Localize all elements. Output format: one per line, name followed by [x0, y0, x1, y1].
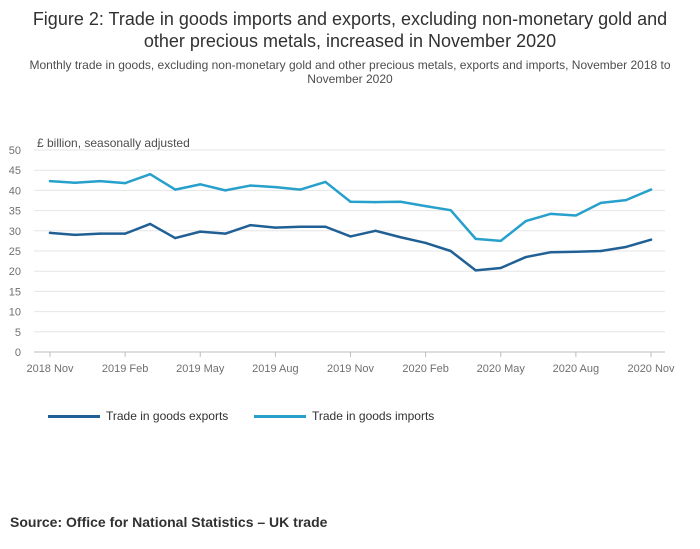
- data-point[interactable]: [249, 184, 252, 187]
- legend-swatch-exports: [48, 415, 100, 418]
- data-point[interactable]: [148, 222, 152, 226]
- data-point[interactable]: [424, 241, 427, 245]
- data-point[interactable]: [199, 183, 202, 186]
- y-tick-label: 15: [9, 286, 21, 298]
- y-tick-label: 20: [9, 266, 21, 278]
- data-point[interactable]: [624, 198, 628, 202]
- y-axis-label: £ billion, seasonally adjusted: [37, 136, 190, 150]
- data-point[interactable]: [424, 204, 427, 208]
- data-point[interactable]: [249, 223, 252, 227]
- y-tick-label: 30: [9, 226, 21, 238]
- y-tick-label: 5: [15, 327, 21, 339]
- legend-label-exports: Trade in goods exports: [106, 409, 229, 423]
- data-point[interactable]: [599, 201, 603, 205]
- data-point[interactable]: [474, 237, 477, 241]
- data-point[interactable]: [299, 225, 302, 228]
- x-tick-label: 2019 Aug: [252, 363, 299, 375]
- chart-title: Figure 2: Trade in goods imports and exp…: [32, 9, 668, 51]
- data-point[interactable]: [148, 173, 152, 176]
- y-tick-label: 0: [15, 347, 21, 359]
- data-point[interactable]: [499, 266, 502, 270]
- x-tick-label: 2018 Nov: [26, 363, 74, 375]
- data-point[interactable]: [374, 229, 377, 232]
- y-tick-label: 35: [9, 206, 21, 218]
- data-point[interactable]: [624, 245, 628, 249]
- chart-subtitle: Monthly trade in goods, excluding non-mo…: [29, 58, 671, 86]
- x-tick-label: 2019 May: [176, 363, 225, 375]
- data-point[interactable]: [174, 188, 177, 191]
- x-axis-ticks: 2018 Nov 2019 Feb 2019 May 2019 Aug 2019 Nov…: [26, 352, 675, 375]
- series-lines: [48, 172, 653, 272]
- y-tick-label: 25: [9, 246, 21, 258]
- data-point[interactable]: [574, 250, 578, 254]
- y-tick-label: 10: [9, 307, 21, 319]
- data-point[interactable]: [324, 225, 327, 228]
- data-point[interactable]: [324, 180, 327, 184]
- data-point[interactable]: [274, 226, 277, 229]
- data-point[interactable]: [524, 219, 527, 223]
- data-point[interactable]: [123, 181, 127, 185]
- data-point[interactable]: [449, 249, 452, 253]
- data-point[interactable]: [73, 233, 77, 237]
- data-point[interactable]: [549, 251, 553, 254]
- data-point[interactable]: [274, 185, 277, 189]
- x-tick-label: 2020 Feb: [402, 363, 448, 375]
- data-point[interactable]: [224, 189, 227, 192]
- data-point[interactable]: [73, 181, 77, 184]
- data-point[interactable]: [349, 200, 352, 203]
- y-tick-label: 45: [9, 165, 21, 177]
- data-point[interactable]: [399, 236, 402, 239]
- data-point[interactable]: [649, 188, 653, 191]
- data-point[interactable]: [574, 214, 578, 217]
- data-point[interactable]: [224, 232, 227, 235]
- data-point[interactable]: [599, 249, 603, 253]
- x-tick-label: 2020 Aug: [553, 363, 600, 375]
- source-note: Source: Office for National Statistics –…: [10, 514, 328, 530]
- data-point[interactable]: [524, 255, 527, 259]
- x-tick-label: 2020 Nov: [627, 363, 675, 375]
- data-point[interactable]: [48, 179, 52, 183]
- data-point[interactable]: [399, 200, 402, 203]
- data-point[interactable]: [98, 179, 102, 183]
- x-tick-label: 2020 May: [477, 363, 526, 375]
- data-point[interactable]: [549, 212, 553, 216]
- legend-label-imports: Trade in goods imports: [312, 409, 435, 423]
- x-tick-label: 2019 Nov: [327, 363, 375, 375]
- data-point[interactable]: [199, 230, 202, 233]
- data-point[interactable]: [349, 235, 352, 238]
- data-point[interactable]: [98, 232, 102, 235]
- data-point[interactable]: [474, 269, 477, 272]
- x-tick-label: 2019 Feb: [102, 363, 148, 375]
- legend-swatch-imports: [254, 415, 306, 418]
- data-point[interactable]: [48, 231, 52, 235]
- data-point[interactable]: [174, 236, 177, 240]
- data-point[interactable]: [123, 232, 127, 235]
- y-tick-label: 40: [9, 185, 21, 197]
- data-point[interactable]: [449, 208, 452, 212]
- y-tick-label: 50: [9, 145, 21, 157]
- data-point[interactable]: [499, 239, 502, 243]
- gridlines: [34, 149, 665, 353]
- data-point[interactable]: [299, 188, 302, 191]
- data-point[interactable]: [374, 200, 377, 204]
- data-point[interactable]: [649, 238, 653, 241]
- y-axis-ticks: 0 5 10 15 20 25 30 35 40 45 50: [9, 145, 21, 359]
